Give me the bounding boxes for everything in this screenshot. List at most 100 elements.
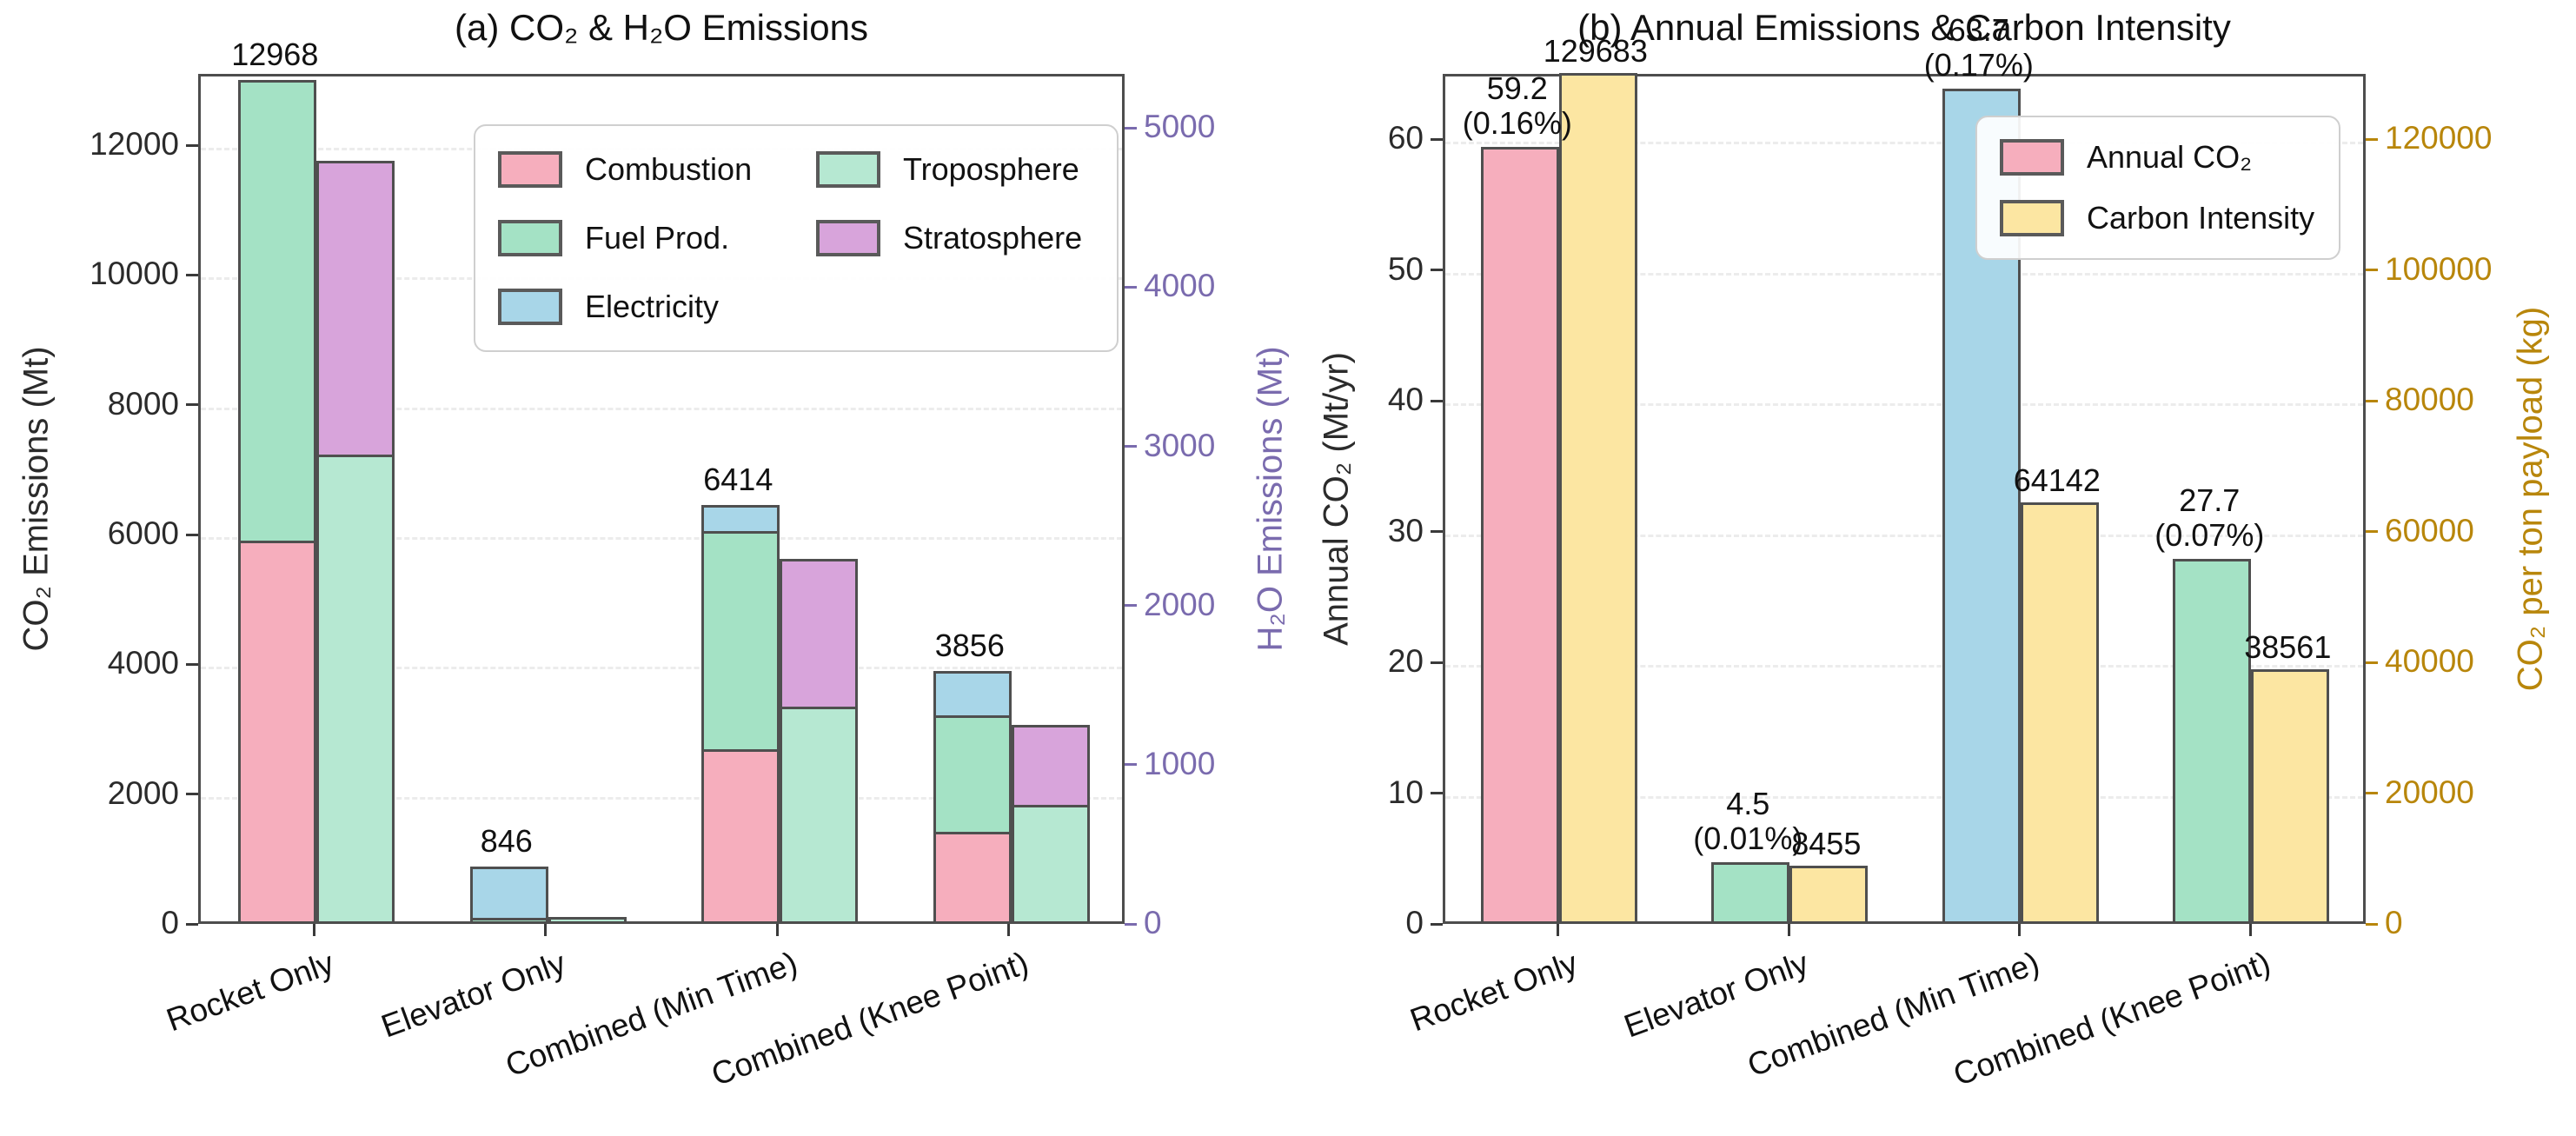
panel-a-legend-swatch-fuel-prod <box>498 219 562 256</box>
panel-a-left-tick-label-10000: 10000 <box>90 256 179 292</box>
panel-a-left-tick-label-4000: 4000 <box>107 645 179 681</box>
panel-a-co2-elevator-only-bar-segment-electricity-1 <box>469 866 548 918</box>
panel-b-legend-swatch-annual-co <box>2000 139 2064 176</box>
panel-b-annual-co2-bar-elevator-only <box>1711 862 1790 921</box>
panel-b-xtick-elevator-only <box>1787 924 1790 936</box>
panel-a-gridline-8000 <box>201 407 1122 410</box>
panel-a-xtick-label-rocket-only: Rocket Only <box>161 945 339 1039</box>
panel-a-right-tick-4000 <box>1125 285 1137 289</box>
panel-a-right-tick-label-2000: 2000 <box>1144 586 1216 622</box>
panel-a-legend-swatch-stratosphere <box>816 219 880 256</box>
panel-a-legend-label-combustion: Combustion <box>585 151 753 188</box>
panel-b-annual-co2-pct-combined-min-time: (0.17%) <box>1923 46 2034 83</box>
panel-a-left-tick-6000 <box>186 533 198 536</box>
panel-b-left-tick-label-60: 60 <box>1387 120 1424 156</box>
panel-a-co2-rocket-only-bar-segment-combustion-0 <box>238 540 317 921</box>
panel-a-xtick-combined-min-time <box>775 924 779 936</box>
panel-a-right-tick-label-0: 0 <box>1144 905 1162 940</box>
panel-a-right-tick-3000 <box>1125 445 1137 448</box>
panel-b-annual-co2-pct-elevator-only: (0.01%) <box>1693 820 1803 857</box>
panel-a-h2o-rocket-only-bar-segment-troposphere-0 <box>316 455 395 921</box>
panel-b-legend-label-annual-co: Annual CO₂ <box>2087 139 2253 175</box>
panel-b-carbon-intensity-bar-combined-min-time <box>2020 502 2099 921</box>
panel-a-right-tick-2000 <box>1125 604 1137 608</box>
panel-a-h2o-combined-knee-point-bar-segment-stratosphere-3 <box>1011 724 1090 806</box>
panel-b-right-tick-40000 <box>2366 661 2378 664</box>
panel-a-co2-total-label-rocket-only: 12968 <box>231 36 319 72</box>
panel-b-right-tick-20000 <box>2366 792 2378 794</box>
panel-a-left-tick-2000 <box>186 793 198 796</box>
panel-b-left-axis-label: Annual CO₂ (Mt/yr) <box>1317 352 1356 646</box>
panel-b-annual-co2-value-combined-knee-point: 27.7 <box>2179 482 2241 519</box>
panel-b-left-tick-30 <box>1431 530 1443 534</box>
panel-b-right-tick-60000 <box>2366 530 2378 534</box>
panel-a-gridline-6000 <box>201 537 1122 541</box>
panel-a-right-axis-label: H₂O Emissions (Mt) <box>1251 346 1290 652</box>
panel-a-title: (a) CO₂ & H₂O Emissions <box>454 7 868 48</box>
panel-a-co2-total-label-combined-knee-point: 3856 <box>934 628 1005 664</box>
panel-a-h2o-combined-min-time-bar-segment-troposphere-2 <box>780 706 859 921</box>
panel-b-carbon-intensity-label-elevator-only: 8455 <box>1791 826 1862 862</box>
panel-b-carbon-intensity-bar-combined-knee-point <box>2251 668 2330 921</box>
panel-b-right-tick-label-0: 0 <box>2385 905 2403 940</box>
panel-a-legend-swatch-combustion <box>498 151 562 189</box>
panel-a-gridline-2000 <box>201 796 1122 800</box>
panel-b-carbon-intensity-label-rocket-only: 129683 <box>1543 33 1648 70</box>
panel-a-legend-swatch-electricity <box>498 288 562 325</box>
panel-b-annual-co2-label-combined-knee-point: 27.7 (0.07%) <box>2127 483 2292 553</box>
panel-a-legend-item-electricity: Electricity <box>498 278 785 335</box>
panel-b-left-tick-0 <box>1431 922 1443 926</box>
panel-a-co2-total-label-combined-min-time: 6414 <box>703 462 773 498</box>
panel-b-gridline-60 <box>1445 142 2363 145</box>
panel-a-legend-item-troposphere: Troposphere <box>816 142 1112 198</box>
panel-b-right-tick-label-80000: 80000 <box>2385 382 2474 418</box>
panel-a-legend-item-fuel-prod: Fuel Prod. <box>498 210 785 267</box>
panel-a-left-tick-label-12000: 12000 <box>90 126 179 163</box>
panel-b-right-tick-label-100000: 100000 <box>2385 250 2493 287</box>
panel-b-right-tick-label-120000: 120000 <box>2385 120 2493 156</box>
panel-b-gridline-50 <box>1445 272 2363 276</box>
panel-b-left-tick-40 <box>1431 399 1443 402</box>
panel-b-left-tick-50 <box>1431 269 1443 272</box>
panel-b-annual-co2-label-combined-min-time: 63.7 (0.17%) <box>1896 12 2061 83</box>
panel-a-left-tick-0 <box>186 922 198 926</box>
panel-a-left-tick-label-6000: 6000 <box>107 515 179 552</box>
panel-a-legend-item-combustion: Combustion <box>498 142 785 198</box>
panel-a-xtick-elevator-only <box>544 924 548 936</box>
panel-a-left-tick-label-8000: 8000 <box>107 385 179 422</box>
panel-a-right-tick-label-4000: 4000 <box>1144 268 1216 304</box>
panel-a-left-tick-12000 <box>186 143 198 147</box>
panel-a-right-tick-1000 <box>1125 763 1137 767</box>
panel-b-xtick-rocket-only <box>1557 924 1560 936</box>
panel-a-right-tick-label-3000: 3000 <box>1144 427 1216 463</box>
panel-b-xtick-combined-knee-point <box>2248 924 2252 936</box>
panel-b-xtick-label-elevator-only: Elevator Only <box>1619 945 1814 1045</box>
panel-b-annual-co2-value-rocket-only: 59.2 <box>1486 70 1548 107</box>
panel-b-annual-co2-bar-combined-knee-point <box>2173 559 2252 921</box>
panel-a-co2-combined-min-time-bar-segment-combustion-2 <box>701 749 780 921</box>
panel-b-right-tick-80000 <box>2366 399 2378 402</box>
panel-b-left-tick-label-40: 40 <box>1387 382 1424 418</box>
panel-a-left-axis-label: CO₂ Emissions (Mt) <box>17 346 56 652</box>
panel-a-co2-combined-knee-point-bar-segment-combustion-3 <box>933 832 1012 921</box>
panel-b-carbon-intensity-bar-rocket-only <box>1558 73 1637 921</box>
panel-a-legend-label-electricity: Electricity <box>585 288 720 324</box>
panel-a-gridline-4000 <box>201 667 1122 670</box>
panel-b-right-tick-label-40000: 40000 <box>2385 643 2474 680</box>
panel-a-right-tick-label-1000: 1000 <box>1144 745 1216 781</box>
panel-b-gridline-30 <box>1445 534 2363 537</box>
panel-b-annual-co2-label-rocket-only: 59.2 (0.16%) <box>1435 71 1600 141</box>
panel-b-left-tick-label-20: 20 <box>1387 643 1424 680</box>
panel-a-co2-rocket-only-bar-segment-fuel-prod-0 <box>238 79 317 541</box>
panel-b-left-tick-label-0: 0 <box>1405 905 1424 940</box>
panel-b-right-tick-120000 <box>2366 137 2378 141</box>
panel-b-gridline-20 <box>1445 665 2363 668</box>
panel-b-gridline-10 <box>1445 795 2363 799</box>
panel-a-co2-combined-knee-point-bar-segment-fuel-prod-3 <box>933 714 1012 832</box>
panel-b-annual-co2-bar-rocket-only <box>1480 147 1559 921</box>
panel-b-right-tick-100000 <box>2366 269 2378 272</box>
panel-b-xtick-combined-min-time <box>2018 924 2022 936</box>
panel-a-left-tick-4000 <box>186 662 198 666</box>
panel-b-xtick-label-rocket-only: Rocket Only <box>1405 945 1583 1039</box>
